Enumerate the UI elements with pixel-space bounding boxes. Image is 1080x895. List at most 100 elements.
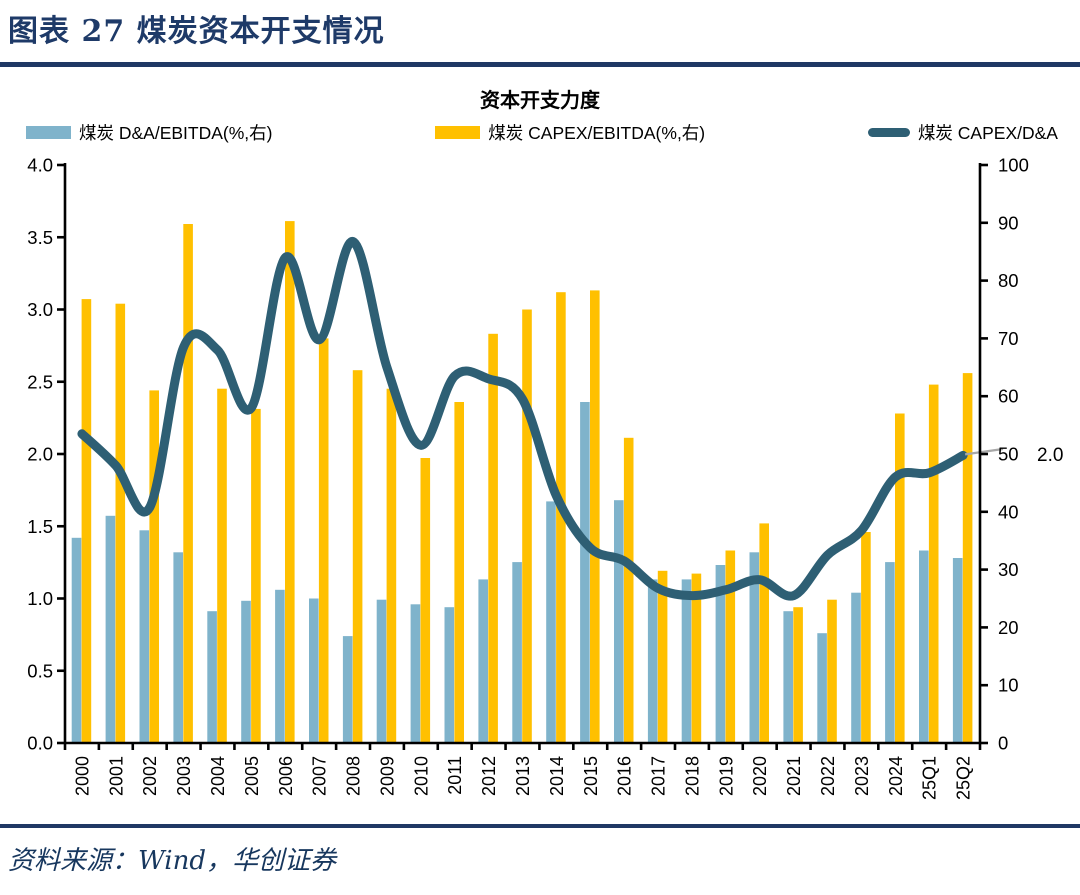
bar-da-ebitda-2020 (749, 552, 760, 743)
bar-capex-ebitda-2012 (488, 333, 498, 743)
bar-capex-ebitda-2007 (318, 338, 329, 743)
bar-capex-ebitda-2010 (420, 458, 431, 743)
legend-label: 煤炭 D&A/EBITDA(%,右) (79, 123, 273, 143)
bar-da-ebitda-2008 (342, 636, 353, 743)
bar-capex-ebitda-2011 (454, 402, 464, 743)
right-axis-label: 70 (998, 328, 1019, 349)
bar-capex-ebitda-2004 (217, 388, 227, 743)
x-axis-label-25Q2: 25Q2 (954, 756, 974, 800)
x-axis-label-2022: 2022 (818, 756, 838, 796)
x-axis-label-2019: 2019 (716, 756, 736, 796)
x-axis-label-2023: 2023 (852, 756, 872, 796)
bar-capex-ebitda-2013 (522, 309, 532, 743)
bar-da-ebitda-25Q2 (952, 558, 963, 743)
bar-da-ebitda-2012 (478, 579, 488, 743)
right-axis-label: 30 (998, 559, 1019, 580)
footer-divider (0, 824, 1080, 828)
bar-capex-ebitda-2021 (793, 607, 803, 743)
bar-da-ebitda-2015 (580, 402, 590, 743)
left-axis-label: 0.0 (27, 733, 53, 754)
bar-capex-ebitda-2014 (556, 292, 566, 743)
bar-capex-ebitda-2009 (386, 388, 397, 743)
x-axis-label-2001: 2001 (106, 756, 126, 796)
bar-da-ebitda-2005 (241, 600, 251, 743)
left-axis-label: 4.0 (27, 155, 53, 176)
right-axis-label: 0 (998, 733, 1008, 754)
bar-da-ebitda-25Q1 (919, 550, 929, 743)
right-axis-label: 40 (998, 501, 1019, 522)
x-axis-label-2020: 2020 (750, 756, 770, 796)
bar-da-ebitda-2022 (817, 633, 827, 743)
left-axis-label: 3.5 (27, 227, 53, 248)
bar-capex-ebitda-2016 (623, 437, 634, 743)
x-axis-label-2007: 2007 (310, 756, 330, 796)
bar-da-ebitda-2016 (614, 500, 624, 743)
left-axis-label: 2.5 (27, 371, 53, 392)
x-axis-label-2018: 2018 (682, 756, 702, 796)
legend-item-capex-da: 煤炭 CAPEX/D&A (867, 120, 1058, 145)
bar-capex-ebitda-2024 (895, 413, 905, 743)
left-axis-label: 1.5 (27, 516, 53, 537)
chart-title: 资本开支力度 (480, 90, 600, 112)
x-axis-label-2006: 2006 (276, 756, 296, 796)
x-axis-label-2000: 2000 (72, 756, 92, 796)
bar-da-ebitda-2014 (546, 501, 556, 743)
bar-da-ebitda-2007 (309, 598, 319, 743)
x-axis-label-25Q1: 25Q1 (920, 756, 940, 800)
x-axis-label-2015: 2015 (581, 756, 601, 796)
x-axis-label-2016: 2016 (615, 756, 635, 796)
bar-capex-ebitda-2005 (251, 408, 261, 743)
bar-capex-ebitda-2006 (285, 221, 295, 744)
x-axis-label-2014: 2014 (547, 756, 567, 796)
legend-item-da-ebitda: 煤炭 D&A/EBITDA(%,右) (26, 120, 273, 145)
bar-capex-ebitda-2023 (861, 532, 871, 743)
capex-da-line (77, 237, 968, 601)
bar-capex-ebitda-2018 (691, 573, 702, 743)
left-axis-label: 1.0 (27, 588, 53, 609)
bar-da-ebitda-2011 (444, 607, 455, 743)
x-axis-label-2021: 2021 (784, 756, 804, 796)
right-axis-label: 90 (998, 212, 1019, 233)
bar-capex-ebitda-2003 (183, 224, 193, 743)
data-source: 资料来源：Wind，华创证券 (8, 846, 336, 876)
x-axis-label-2024: 2024 (886, 756, 906, 796)
x-axis-label-2003: 2003 (174, 756, 194, 796)
bar-da-ebitda-2010 (410, 604, 421, 743)
chart-legend: 煤炭 D&A/EBITDA(%,右) 煤炭 CAPEX/EBITDA(%,右) … (0, 120, 1080, 145)
legend-label: 煤炭 CAPEX/EBITDA(%,右) (488, 123, 706, 143)
left-axis-label: 2.0 (27, 444, 53, 465)
x-axis-label-2002: 2002 (140, 756, 160, 796)
x-axis-label-2008: 2008 (344, 756, 364, 796)
bar-da-ebitda-2023 (851, 592, 861, 743)
x-axis-label-2005: 2005 (242, 756, 262, 796)
bar-capex-ebitda-2002 (149, 390, 159, 743)
figure-title: 图表 27 煤炭资本开支情况 (8, 14, 385, 49)
x-axis-label-2010: 2010 (411, 756, 431, 796)
title-divider (0, 62, 1080, 67)
line-end-value-label: 2.0 (1037, 445, 1063, 466)
bar-da-ebitda-2004 (207, 611, 217, 743)
bar-da-ebitda-2009 (376, 599, 387, 743)
bar-da-ebitda-2002 (139, 530, 150, 743)
bar-capex-ebitda-2017 (657, 570, 668, 743)
right-axis-label: 20 (998, 617, 1019, 638)
bar-da-ebitda-2003 (173, 552, 183, 743)
bar-capex-ebitda-25Q1 (928, 384, 939, 743)
bar-capex-ebitda-2000 (81, 299, 92, 743)
x-axis-label-2017: 2017 (649, 756, 669, 796)
bar-capex-ebitda-2020 (759, 523, 769, 743)
bar-capex-ebitda-2022 (827, 599, 837, 743)
bar-capex-ebitda-2019 (725, 550, 736, 743)
x-axis-label-2004: 2004 (208, 756, 228, 796)
right-axis-label: 10 (998, 675, 1019, 696)
legend-item-capex-ebitda: 煤炭 CAPEX/EBITDA(%,右) (435, 120, 705, 145)
bar-da-ebitda-2019 (715, 565, 726, 743)
yellow-bar-swatch-icon (435, 126, 481, 139)
bar-da-ebitda-2018 (681, 579, 692, 743)
x-axis-label-2011: 2011 (445, 756, 465, 795)
bar-da-ebitda-2001 (105, 515, 116, 743)
right-axis-label: 100 (998, 155, 1029, 176)
bar-da-ebitda-2006 (275, 589, 285, 743)
